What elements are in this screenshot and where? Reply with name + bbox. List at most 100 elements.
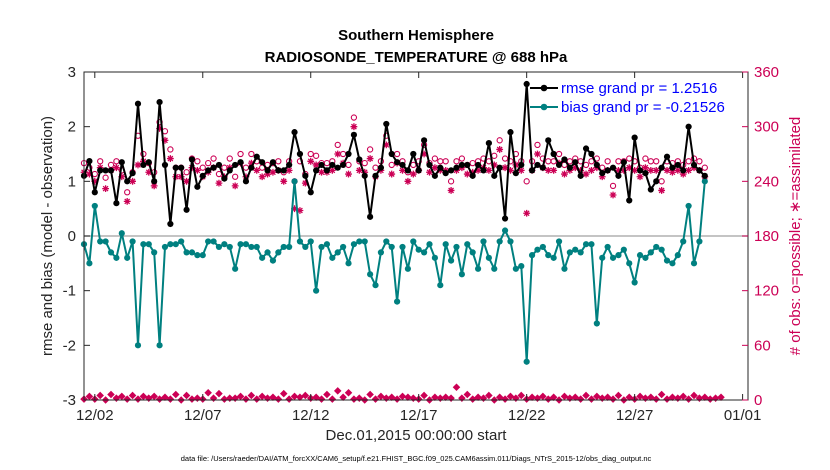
bias-point — [669, 260, 676, 267]
rmse-point — [420, 137, 428, 144]
rmse-point — [313, 167, 320, 174]
assimilated-obs-point — [269, 168, 277, 176]
bias-point — [690, 260, 698, 267]
assimilated-obs-point — [615, 167, 622, 174]
rmse-point — [134, 100, 142, 107]
bias-point — [674, 252, 681, 259]
rejected-obs-point — [690, 391, 698, 400]
bias-point — [323, 241, 331, 248]
rmse-point — [642, 170, 649, 177]
assimilated-obs-point — [496, 146, 504, 153]
rejected-obs-point — [225, 394, 234, 402]
assimilated-obs-point — [431, 164, 439, 172]
possible-obs-point — [183, 169, 190, 176]
rmse-point — [690, 161, 698, 169]
assimilated-obs-point — [123, 197, 131, 205]
x-tick-label: 12/02 — [76, 407, 114, 424]
bias-point — [701, 178, 708, 185]
right-y-tick-label: 300 — [754, 119, 779, 136]
possible-obs-point — [609, 182, 617, 190]
bias-point — [340, 243, 347, 251]
bias-point — [512, 265, 519, 272]
possible-obs-point — [339, 150, 347, 158]
bias-point — [555, 238, 563, 245]
bias-point — [394, 298, 401, 305]
rejected-obs-point — [166, 395, 175, 403]
bias-point — [404, 265, 412, 272]
bias-point — [307, 238, 314, 245]
bias-point — [599, 254, 606, 261]
bias-point — [237, 241, 244, 248]
rmse-point — [410, 150, 417, 158]
bias-point — [609, 254, 617, 261]
bias-point — [388, 243, 395, 251]
assimilated-obs-point — [350, 123, 358, 131]
bias-point — [474, 265, 482, 272]
bias-point — [259, 254, 266, 261]
rmse-point — [561, 156, 568, 163]
rmse-point — [647, 186, 654, 193]
possible-obs-series — [80, 114, 708, 196]
assimilated-obs-point — [118, 173, 126, 181]
rmse-point — [512, 170, 519, 177]
legend-rmse-marker — [540, 84, 548, 92]
bias-line — [83, 180, 706, 363]
bias-point — [545, 252, 552, 259]
bias-point — [107, 249, 115, 256]
assimilated-obs-point — [253, 167, 261, 174]
rejected-obs-point — [674, 394, 682, 402]
rmse-point — [221, 175, 228, 182]
possible-obs-point — [167, 146, 174, 153]
rmse-point — [361, 172, 368, 179]
rmse-point — [178, 164, 185, 171]
rmse-point — [161, 161, 169, 169]
bias-point — [286, 243, 293, 251]
assimilated-obs-point — [91, 177, 99, 185]
assimilated-obs-point — [652, 167, 660, 174]
bias-point — [550, 254, 557, 261]
bias-point — [226, 243, 233, 251]
bias-point — [501, 227, 509, 234]
left-y-tick-label: -3 — [63, 392, 76, 409]
rmse-point — [615, 172, 622, 179]
rmse-point — [367, 213, 374, 220]
assimilated-obs-point — [512, 161, 520, 169]
assimilated-obs-point — [631, 167, 639, 174]
rmse-point — [356, 156, 363, 163]
left-y-tick-label: 2 — [68, 119, 76, 136]
rmse-point — [447, 167, 455, 174]
possible-obs-point — [194, 158, 201, 165]
bias-point — [453, 243, 460, 251]
rmse-point — [437, 164, 444, 171]
assimilated-obs-point — [490, 161, 498, 169]
rejected-obs-point — [420, 391, 428, 400]
bias-point — [469, 249, 476, 256]
assimilated-obs-point — [312, 161, 320, 169]
rmse-point — [205, 167, 212, 174]
rmse-point — [674, 161, 681, 169]
bias-point — [221, 241, 228, 248]
possible-obs-point — [442, 158, 449, 165]
bias-point — [410, 238, 417, 245]
x-tick-label: 12/22 — [508, 407, 546, 424]
bias-point — [582, 241, 590, 248]
rmse-point — [334, 164, 341, 171]
rmse-point — [582, 145, 590, 152]
bias-point — [528, 252, 536, 259]
bias-point — [345, 260, 352, 267]
bias-point — [151, 249, 158, 256]
rejected-obs-point — [128, 391, 137, 400]
bias-point — [367, 271, 374, 278]
rmse-point — [696, 167, 703, 174]
bias-point — [102, 238, 109, 245]
bias-point — [653, 243, 660, 251]
possible-obs-point — [653, 158, 660, 165]
bias-point — [447, 257, 455, 264]
assimilated-obs-point — [247, 159, 255, 167]
possible-obs-point — [366, 146, 374, 153]
rejected-obs-point — [587, 395, 596, 403]
x-axis-label: Dec.01,2015 00:00:00 start — [326, 427, 508, 444]
rmse-point — [318, 161, 325, 169]
rmse-point — [350, 131, 358, 138]
rmse-point — [264, 167, 271, 174]
